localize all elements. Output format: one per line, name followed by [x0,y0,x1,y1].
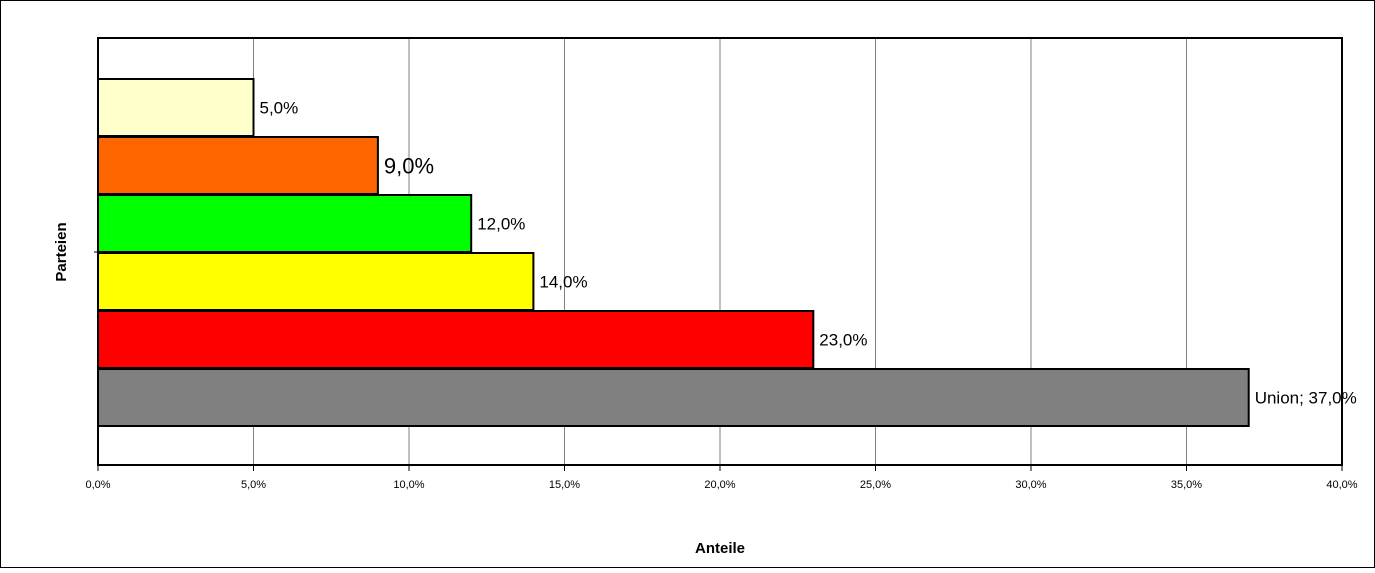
bar-data-label: 23,0% [819,331,867,350]
bar [97,194,473,253]
bars [97,78,1250,427]
bar [97,136,379,195]
bar-data-label: 5,0% [260,99,299,118]
bar [97,310,815,369]
x-tick-label: 5,0% [241,479,266,491]
x-tick-label: 15,0% [549,479,580,491]
x-tick-label: 25,0% [860,479,891,491]
bar [97,368,1250,427]
bar-data-label: 12,0% [477,215,525,234]
x-tick-label: 20,0% [704,479,735,491]
bar-data-label: Union; 37,0% [1255,389,1357,408]
bar [97,78,255,137]
bar-data-label: 9,0% [384,154,434,179]
x-axis-title: Anteile [695,540,745,557]
y-axis-title: Parteien [53,222,70,281]
x-tick-label: 10,0% [393,479,424,491]
ticks: 0,0% 5,0% 10,0% 15,0% 20,0% 25,0% 30,0% 35,0% 40… [85,251,1358,491]
data-labels: Union; 37,0% 23,0% 14,0% 12,0% 9,0% 5,0% [260,99,1357,408]
x-tick-label: 40,0% [1326,479,1357,491]
x-tick-label: 35,0% [1171,479,1202,491]
bar-data-label: 14,0% [539,273,587,292]
bar [97,252,535,311]
x-tick-label: 30,0% [1015,479,1046,491]
x-tick-label: 0,0% [85,479,110,491]
